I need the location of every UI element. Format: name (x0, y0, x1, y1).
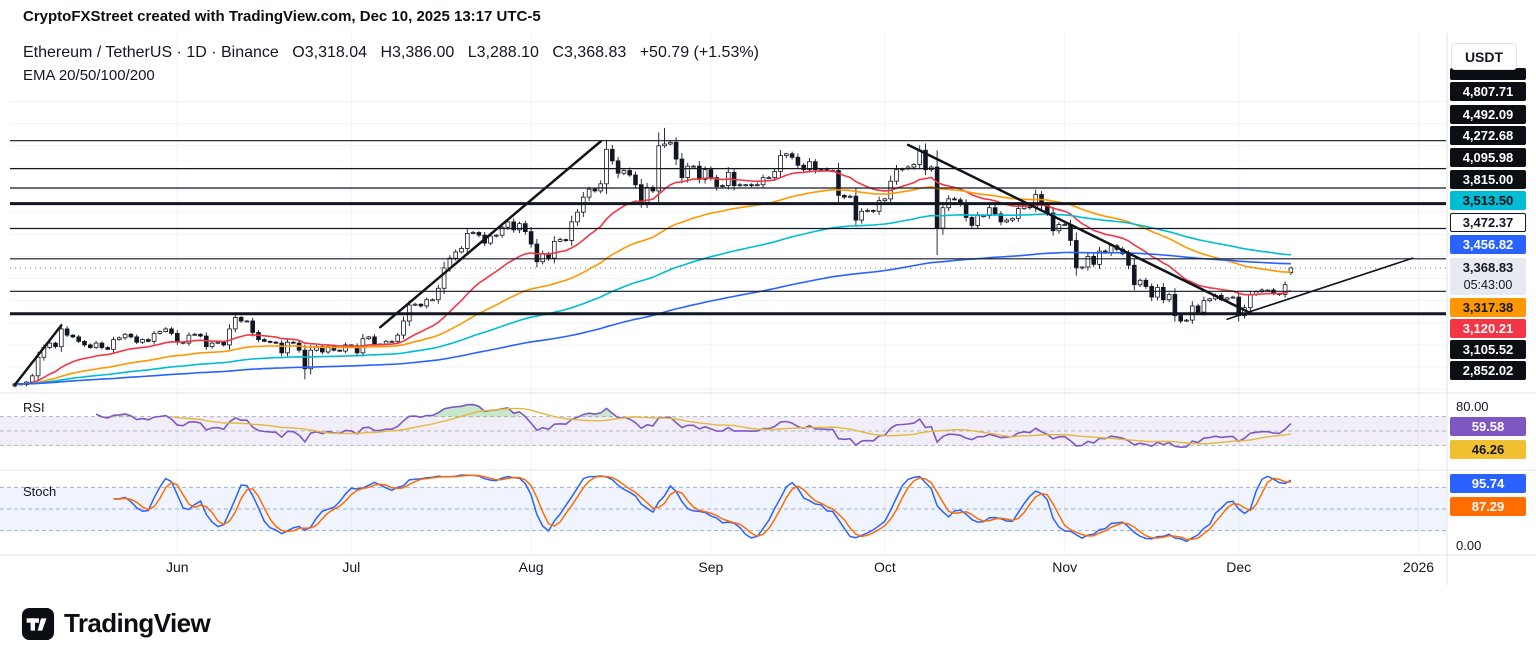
axis-scale-label: 80.00 (1456, 399, 1489, 414)
price-level-badge: 3,456.82 (1450, 235, 1526, 254)
ohlc-high: H3,386.00 (380, 44, 455, 61)
candles-layer (12, 127, 1294, 388)
time-axis-label: Nov (1052, 559, 1078, 575)
rsi-ma-line (171, 407, 1292, 445)
pane-separators (0, 33, 1536, 585)
ohlc-close: C3,368.83 (552, 44, 627, 61)
ohlc-low: L3,288.10 (467, 44, 539, 61)
price-level-badge: 4,807.71 (1450, 82, 1526, 101)
axis-scale-label: 0.00 (1456, 538, 1482, 553)
price-level-badge: 46.26 (1450, 440, 1526, 459)
time-axis-label: Oct (874, 559, 896, 575)
price-level-badge: 3,815.00 (1450, 170, 1526, 189)
time-axis-label: Sep (698, 559, 724, 575)
price-level-badge: 4,272.68 (1450, 126, 1526, 145)
price-level-badge: 3,120.21 (1450, 319, 1526, 338)
price-level-badge: 3,105.52 (1450, 340, 1526, 359)
price-chart-canvas[interactable] (0, 0, 1536, 585)
bar-countdown: 05:43:00 (1463, 277, 1513, 292)
time-axis-label: Jun (166, 559, 189, 575)
price-level-badge: 4,492.09 (1450, 105, 1526, 124)
price-level-badge: 3,472.37 (1450, 213, 1526, 232)
time-axis-label: Aug (518, 559, 544, 575)
time-axis-label: 2026 (1402, 559, 1435, 575)
trendlines[interactable] (13, 140, 1414, 386)
stoch-pane-label[interactable]: Stoch (23, 484, 57, 499)
price-level-badge: 87.29 (1450, 497, 1526, 516)
ohlc-open: O3,318.04 (292, 44, 368, 61)
ema-100-line (14, 213, 1291, 385)
time-axis-label: Dec (1226, 559, 1252, 575)
symbol-title[interactable]: Ethereum / TetherUS · 1D · Binance (23, 44, 279, 61)
stoch-d-line (113, 474, 1291, 541)
rsi-line (95, 403, 1292, 449)
footer-bar: TradingView (0, 585, 1536, 662)
ema-lines (14, 170, 1292, 385)
price-level-badge: 3,317.38 (1450, 298, 1526, 317)
ema-200-line (14, 251, 1291, 385)
price-level-badge: 2,852.02 (1450, 361, 1526, 380)
tradingview-logo-text: TradingView (64, 608, 211, 638)
stoch-pane (0, 474, 1446, 543)
tradingview-logo-icon (21, 607, 55, 640)
rsi-pane (0, 403, 1446, 449)
time-axis[interactable]: Jun Jul Aug Sep Oct Nov Dec 2026 (0, 557, 1447, 583)
current-price-badge: 3,368.83 05:43:00 (1450, 258, 1526, 295)
time-axis-label: Jul (342, 559, 361, 575)
ema-legend[interactable]: EMA 20/50/100/200 (23, 67, 155, 84)
price-level-badge: 95.74 (1450, 474, 1526, 493)
tradingview-logo[interactable]: TradingView (21, 607, 211, 641)
horizontal-levels (10, 140, 1446, 316)
price-level-badge: 59.58 (1450, 417, 1526, 436)
price-level-badge: 3,513.50 (1450, 191, 1526, 210)
ema-20-line (14, 170, 1292, 385)
currency-toggle-button[interactable]: USDT (1451, 43, 1517, 70)
price-change: +50.79 (+1.53%) (639, 44, 759, 61)
chart-legend: Ethereum / TetherUS · 1D · Binance O3,31… (23, 44, 759, 84)
ema-50-line (14, 185, 1291, 385)
attribution-text: CryptoFXStreet created with TradingView.… (23, 8, 541, 25)
rsi-pane-label[interactable]: RSI (23, 400, 45, 415)
price-level-badge: 4,095.98 (1450, 148, 1526, 167)
gridlines (10, 33, 1446, 555)
price-level-badge (1450, 68, 1526, 80)
price-axis[interactable]: 4,807.71 4,492.09 4,272.68 4,095.98 3,815.00… (1447, 0, 1536, 585)
